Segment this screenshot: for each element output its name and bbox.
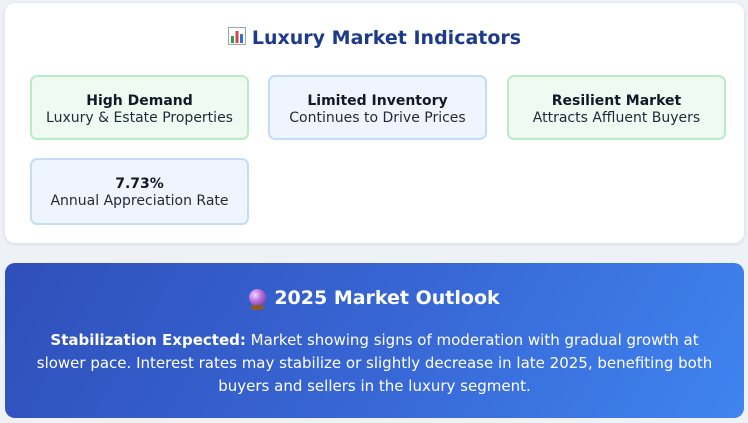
outlook-heading: 2025 Market Outlook: [5, 287, 744, 310]
indicator-card-appreciation-rate: 7.73% Annual Appreciation Rate: [30, 158, 249, 225]
bar-chart-icon: [227, 27, 246, 45]
indicators-heading: Luxury Market Indicators: [5, 27, 744, 49]
indicator-card-limited-inventory: Limited Inventory Continues to Drive Pri…: [268, 75, 487, 140]
card-subtitle: Annual Appreciation Rate: [50, 193, 229, 209]
indicator-card-high-demand: High Demand Luxury & Estate Properties: [30, 75, 249, 140]
card-subtitle: Attracts Affluent Buyers: [532, 110, 701, 126]
indicator-card-resilient-market: Resilient Market Attracts Affluent Buyer…: [507, 75, 726, 140]
indicators-title: Luxury Market Indicators: [251, 27, 522, 49]
card-title: 7.73%: [115, 176, 164, 192]
outlook-text: Market showing signs of moderation with …: [36, 331, 713, 395]
card-subtitle: Luxury & Estate Properties: [46, 110, 233, 126]
card-subtitle: Continues to Drive Prices: [289, 110, 466, 126]
card-title: Limited Inventory: [307, 93, 448, 109]
crystal-ball-icon: [249, 289, 267, 310]
outlook-lead: Stabilization Expected:: [50, 331, 246, 349]
market-outlook-panel: 2025 Market Outlook Stabilization Expect…: [5, 263, 744, 418]
market-indicators-panel: Luxury Market Indicators High Demand Lux…: [5, 3, 744, 243]
card-title: High Demand: [86, 93, 193, 109]
card-title: Resilient Market: [551, 93, 682, 109]
outlook-description: Stabilization Expected: Market showing s…: [35, 329, 714, 398]
outlook-title: 2025 Market Outlook: [274, 287, 500, 309]
